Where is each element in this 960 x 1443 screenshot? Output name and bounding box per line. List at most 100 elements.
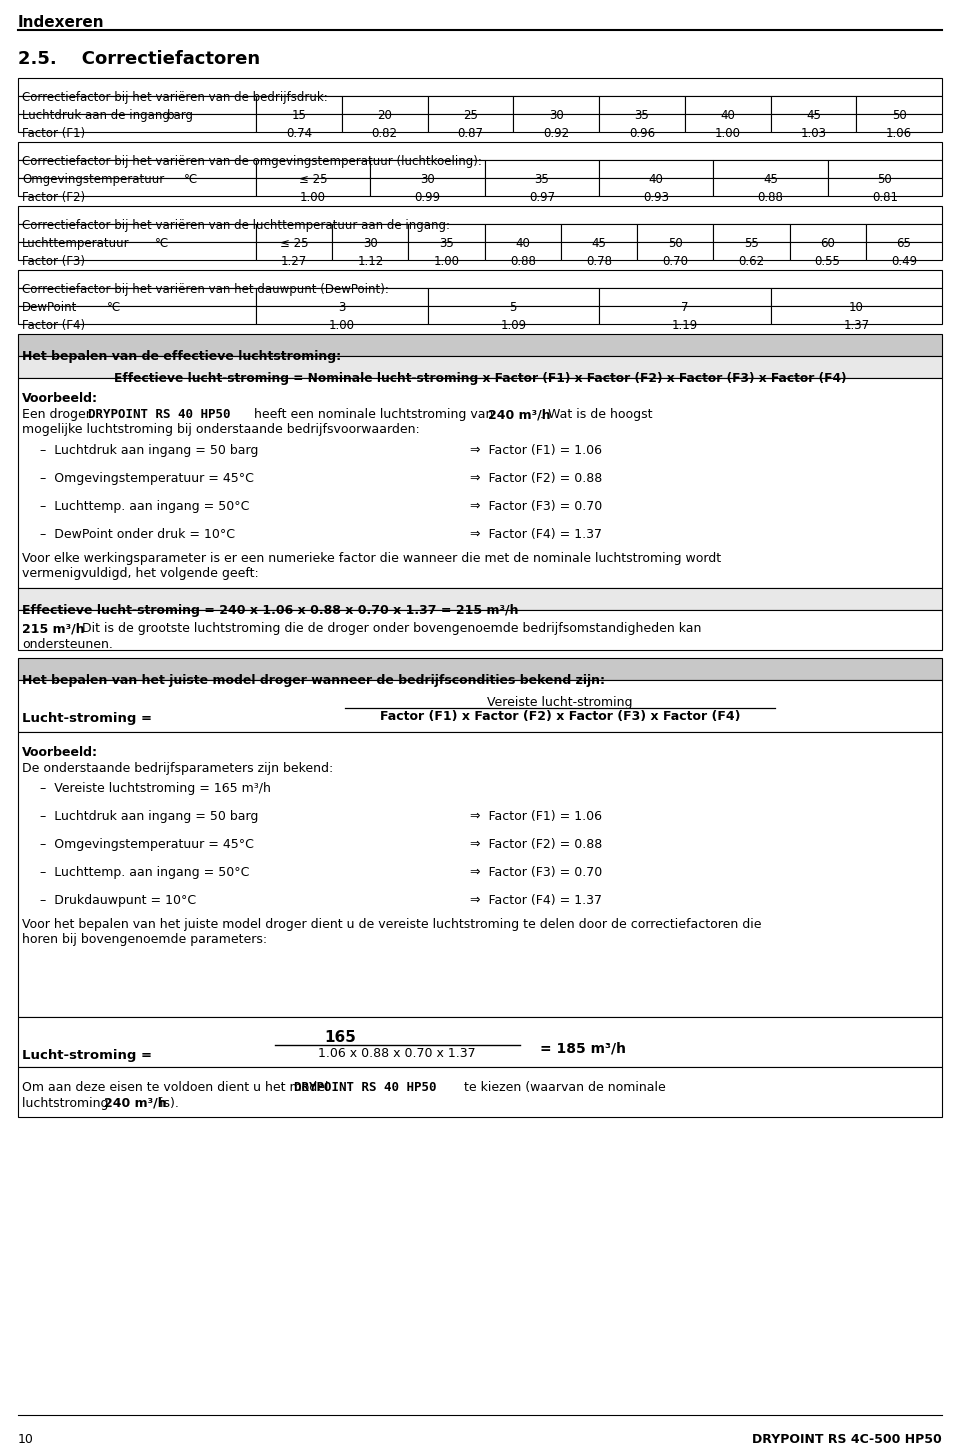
Text: 1.06 x 0.88 x 0.70 x 1.37: 1.06 x 0.88 x 0.70 x 1.37 [318, 1048, 476, 1061]
Text: 1.37: 1.37 [843, 319, 870, 332]
Text: 30: 30 [549, 110, 564, 123]
Text: 5: 5 [510, 302, 516, 315]
Text: 215 m³/h: 215 m³/h [22, 622, 84, 635]
Text: DRYPOINT RS 4C-500 HP50: DRYPOINT RS 4C-500 HP50 [753, 1433, 942, 1443]
Bar [18, 306, 256, 325]
Text: ⇒  Factor (F1) = 1.06: ⇒ Factor (F1) = 1.06 [470, 444, 602, 457]
Text: 10: 10 [18, 1433, 34, 1443]
Bar [637, 224, 713, 242]
Bar [789, 242, 866, 260]
Text: –  Omgevingstemperatuur = 45°C: – Omgevingstemperatuur = 45°C [40, 838, 253, 851]
Bar [332, 224, 408, 242]
Text: . Wat is de hoogst: . Wat is de hoogst [540, 408, 653, 421]
Text: 1.09: 1.09 [500, 319, 526, 332]
Text: –  Luchtdruk aan ingang = 50 barg: – Luchtdruk aan ingang = 50 barg [40, 810, 258, 823]
Text: ⇒  Factor (F3) = 0.70: ⇒ Factor (F3) = 0.70 [470, 866, 602, 879]
Text: Lucht-stroming =: Lucht-stroming = [22, 1049, 152, 1062]
Text: 0.93: 0.93 [643, 190, 669, 203]
Text: Indexeren: Indexeren [18, 14, 105, 30]
Text: 1.00: 1.00 [328, 319, 355, 332]
Bar [18, 160, 256, 177]
Text: 20: 20 [377, 110, 392, 123]
Text: 0.99: 0.99 [415, 190, 441, 203]
Bar [599, 177, 713, 196]
Bar [599, 306, 771, 325]
Text: 45: 45 [763, 173, 778, 186]
Bar [371, 177, 485, 196]
Text: 1.00: 1.00 [434, 255, 460, 268]
Text: Vereiste lucht-stroming: Vereiste lucht-stroming [488, 696, 633, 709]
Text: ≤ 25: ≤ 25 [299, 173, 327, 186]
Text: te kiezen (waarvan de nominale: te kiezen (waarvan de nominale [460, 1081, 665, 1094]
Text: 0.88: 0.88 [757, 190, 783, 203]
Bar [332, 242, 408, 260]
Bar [18, 356, 942, 378]
Bar [828, 177, 942, 196]
Text: –  Luchttemp. aan ingang = 50°C: – Luchttemp. aan ingang = 50°C [40, 501, 250, 514]
Text: ⇒  Factor (F1) = 1.06: ⇒ Factor (F1) = 1.06 [470, 810, 602, 823]
Bar [256, 114, 342, 131]
Bar [713, 177, 828, 196]
Text: heeft een nominale luchtstroming van: heeft een nominale luchtstroming van [250, 408, 497, 421]
Bar [599, 114, 684, 131]
Text: 40: 40 [649, 173, 663, 186]
Text: ⇒  Factor (F4) = 1.37: ⇒ Factor (F4) = 1.37 [470, 895, 602, 908]
Bar [485, 242, 561, 260]
Bar [18, 141, 942, 160]
Text: –  Luchtdruk aan ingang = 50 barg: – Luchtdruk aan ingang = 50 barg [40, 444, 258, 457]
Text: = 185 m³/h: = 185 m³/h [540, 1042, 626, 1056]
Text: 65: 65 [897, 237, 911, 250]
Text: 10: 10 [849, 302, 864, 315]
Text: Het bepalen van het juiste model droger wanneer de bedrijfscondities bekend zijn: Het bepalen van het juiste model droger … [22, 674, 605, 687]
Text: ⇒  Factor (F3) = 0.70: ⇒ Factor (F3) = 0.70 [470, 501, 602, 514]
Bar [866, 242, 942, 260]
Text: 1.12: 1.12 [357, 255, 383, 268]
Bar [256, 160, 371, 177]
Text: ⇒  Factor (F4) = 1.37: ⇒ Factor (F4) = 1.37 [470, 528, 602, 541]
Text: 240 m³/h: 240 m³/h [488, 408, 551, 421]
Text: 1.19: 1.19 [672, 319, 698, 332]
Text: 0.82: 0.82 [372, 127, 397, 140]
Bar [18, 177, 256, 196]
Text: 35: 35 [535, 173, 549, 186]
Text: is).: is). [156, 1097, 179, 1110]
Text: 30: 30 [363, 237, 377, 250]
Text: Correctiefactor bij het variëren van de luchttemperatuur aan de ingang:: Correctiefactor bij het variëren van de … [22, 219, 450, 232]
Text: Voor het bepalen van het juiste model droger dient u de vereiste luchtstroming t: Voor het bepalen van het juiste model dr… [22, 918, 761, 931]
Bar [713, 160, 828, 177]
Bar [684, 97, 771, 114]
Bar [18, 1017, 942, 1066]
Bar [514, 114, 599, 131]
Bar [771, 306, 942, 325]
Text: –  Vereiste luchtstroming = 165 m³/h: – Vereiste luchtstroming = 165 m³/h [40, 782, 271, 795]
Text: 0.81: 0.81 [872, 190, 898, 203]
Bar [18, 680, 942, 732]
Text: Voorbeeld:: Voorbeeld: [22, 746, 98, 759]
Text: Factor (F1): Factor (F1) [22, 127, 85, 140]
Bar [18, 78, 942, 97]
Text: 2.5.    Correctiefactoren: 2.5. Correctiefactoren [18, 51, 260, 68]
Text: 0.87: 0.87 [457, 127, 484, 140]
Text: horen bij bovengenoemde parameters:: horen bij bovengenoemde parameters: [22, 934, 267, 947]
Text: Om aan deze eisen te voldoen dient u het model: Om aan deze eisen te voldoen dient u het… [22, 1081, 332, 1094]
Text: DewPoint: DewPoint [22, 302, 78, 315]
Bar [18, 114, 256, 131]
Text: 0.92: 0.92 [543, 127, 569, 140]
Bar [371, 160, 485, 177]
Text: barg: barg [167, 110, 194, 123]
Bar [342, 114, 427, 131]
Text: 1.00: 1.00 [300, 190, 326, 203]
Text: 3: 3 [338, 302, 346, 315]
Text: 0.88: 0.88 [510, 255, 536, 268]
Bar [789, 224, 866, 242]
Text: Factor (F3): Factor (F3) [22, 255, 85, 268]
Text: °C: °C [107, 302, 121, 315]
Bar [713, 242, 789, 260]
Text: 50: 50 [892, 110, 906, 123]
Bar [828, 160, 942, 177]
Bar [713, 224, 789, 242]
Text: 1.00: 1.00 [714, 127, 740, 140]
Bar [342, 97, 427, 114]
Text: Correctiefactor bij het variëren van de bedrijfsdruk:: Correctiefactor bij het variëren van de … [22, 91, 327, 104]
Text: 1.27: 1.27 [281, 255, 307, 268]
